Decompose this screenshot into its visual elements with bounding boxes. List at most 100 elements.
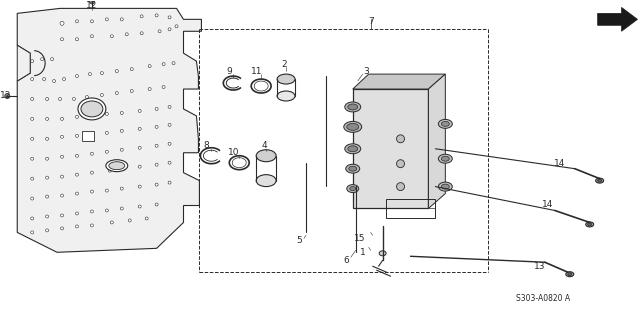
Ellipse shape xyxy=(162,63,165,66)
Ellipse shape xyxy=(155,108,158,110)
Ellipse shape xyxy=(155,14,158,17)
Ellipse shape xyxy=(31,137,34,140)
Ellipse shape xyxy=(172,62,175,65)
Ellipse shape xyxy=(345,102,361,112)
Ellipse shape xyxy=(397,135,404,143)
Ellipse shape xyxy=(162,85,165,89)
Ellipse shape xyxy=(379,251,386,256)
Bar xyxy=(82,131,94,141)
Ellipse shape xyxy=(138,205,141,208)
Ellipse shape xyxy=(72,98,76,100)
Ellipse shape xyxy=(60,21,64,25)
Ellipse shape xyxy=(76,212,79,215)
Ellipse shape xyxy=(90,171,93,174)
Ellipse shape xyxy=(63,77,65,81)
Ellipse shape xyxy=(588,223,592,226)
Polygon shape xyxy=(17,45,30,81)
Ellipse shape xyxy=(130,90,133,92)
Ellipse shape xyxy=(155,125,158,128)
Ellipse shape xyxy=(31,177,34,180)
Ellipse shape xyxy=(52,80,56,83)
Polygon shape xyxy=(353,74,445,89)
Ellipse shape xyxy=(106,150,108,153)
Ellipse shape xyxy=(43,77,45,81)
Text: 14: 14 xyxy=(542,200,554,209)
Text: 3: 3 xyxy=(363,67,369,76)
Ellipse shape xyxy=(106,112,108,116)
Ellipse shape xyxy=(90,20,93,23)
Ellipse shape xyxy=(100,72,103,75)
Ellipse shape xyxy=(347,124,359,130)
Ellipse shape xyxy=(4,93,10,99)
Ellipse shape xyxy=(90,152,93,155)
Ellipse shape xyxy=(31,77,34,81)
Ellipse shape xyxy=(45,229,49,232)
Ellipse shape xyxy=(277,74,295,84)
Ellipse shape xyxy=(345,144,361,154)
Ellipse shape xyxy=(568,273,572,276)
Ellipse shape xyxy=(566,272,574,277)
Ellipse shape xyxy=(106,18,108,21)
Ellipse shape xyxy=(106,189,108,192)
Ellipse shape xyxy=(155,183,158,186)
Ellipse shape xyxy=(45,98,49,100)
Ellipse shape xyxy=(130,68,133,71)
Text: 10: 10 xyxy=(228,148,239,157)
Ellipse shape xyxy=(106,131,108,134)
Ellipse shape xyxy=(596,178,604,183)
Ellipse shape xyxy=(45,195,49,198)
Ellipse shape xyxy=(90,210,93,213)
Ellipse shape xyxy=(350,187,356,191)
Ellipse shape xyxy=(120,207,124,210)
Ellipse shape xyxy=(168,181,171,184)
Ellipse shape xyxy=(125,33,128,36)
Text: FR.: FR. xyxy=(603,15,614,24)
Text: 8: 8 xyxy=(204,141,209,150)
Ellipse shape xyxy=(78,98,106,120)
Ellipse shape xyxy=(108,169,111,172)
Ellipse shape xyxy=(256,150,276,162)
Ellipse shape xyxy=(168,124,171,126)
Ellipse shape xyxy=(61,194,63,197)
Ellipse shape xyxy=(438,154,452,163)
Ellipse shape xyxy=(120,111,124,115)
Ellipse shape xyxy=(76,38,79,41)
Text: 1: 1 xyxy=(360,248,365,257)
Ellipse shape xyxy=(140,15,143,18)
Ellipse shape xyxy=(349,166,356,171)
Ellipse shape xyxy=(120,129,124,132)
Ellipse shape xyxy=(168,142,171,145)
Ellipse shape xyxy=(397,160,404,168)
Text: 2: 2 xyxy=(281,60,287,69)
Ellipse shape xyxy=(145,217,148,220)
Ellipse shape xyxy=(31,157,34,160)
Ellipse shape xyxy=(61,227,63,230)
Ellipse shape xyxy=(256,175,276,187)
Ellipse shape xyxy=(138,165,141,168)
Ellipse shape xyxy=(175,25,178,28)
Ellipse shape xyxy=(344,121,362,132)
Bar xyxy=(353,89,428,209)
Text: 11: 11 xyxy=(252,67,263,76)
Ellipse shape xyxy=(122,167,125,170)
Ellipse shape xyxy=(76,116,79,118)
Ellipse shape xyxy=(45,215,49,218)
Ellipse shape xyxy=(106,209,108,212)
Ellipse shape xyxy=(115,92,118,94)
Polygon shape xyxy=(428,74,445,209)
Ellipse shape xyxy=(442,156,449,161)
Ellipse shape xyxy=(346,164,360,173)
Bar xyxy=(386,198,435,219)
Ellipse shape xyxy=(31,231,34,234)
Ellipse shape xyxy=(45,157,49,160)
Ellipse shape xyxy=(109,162,125,170)
Ellipse shape xyxy=(31,217,34,220)
Ellipse shape xyxy=(155,144,158,147)
Ellipse shape xyxy=(40,58,44,61)
Ellipse shape xyxy=(120,18,124,21)
Ellipse shape xyxy=(397,183,404,191)
Ellipse shape xyxy=(158,30,161,33)
Ellipse shape xyxy=(110,35,113,38)
Text: 4: 4 xyxy=(261,141,267,150)
Ellipse shape xyxy=(58,98,61,100)
